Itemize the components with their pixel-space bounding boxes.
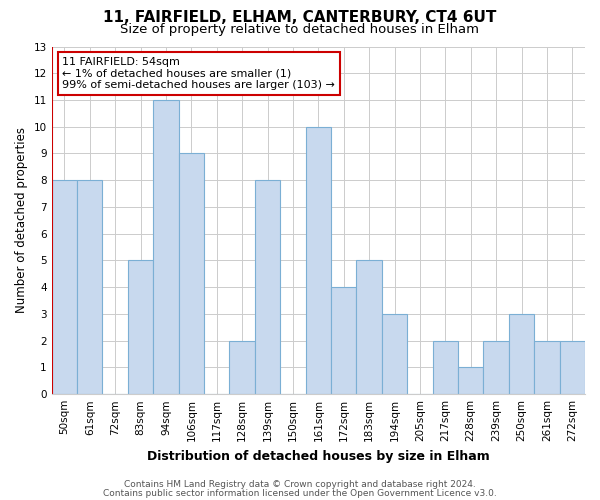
Bar <box>433 340 458 394</box>
Text: Size of property relative to detached houses in Elham: Size of property relative to detached ho… <box>121 22 479 36</box>
Bar <box>458 368 484 394</box>
Bar <box>77 180 103 394</box>
Bar <box>305 126 331 394</box>
Bar <box>560 340 585 394</box>
Bar <box>128 260 153 394</box>
Bar <box>255 180 280 394</box>
Bar <box>534 340 560 394</box>
Bar <box>52 180 77 394</box>
Bar <box>509 314 534 394</box>
Text: 11 FAIRFIELD: 54sqm
← 1% of detached houses are smaller (1)
99% of semi-detached: 11 FAIRFIELD: 54sqm ← 1% of detached hou… <box>62 57 335 90</box>
Text: Contains HM Land Registry data © Crown copyright and database right 2024.: Contains HM Land Registry data © Crown c… <box>124 480 476 489</box>
Bar <box>484 340 509 394</box>
Text: Contains public sector information licensed under the Open Government Licence v3: Contains public sector information licen… <box>103 488 497 498</box>
Y-axis label: Number of detached properties: Number of detached properties <box>15 128 28 314</box>
Bar <box>153 100 179 394</box>
Bar <box>382 314 407 394</box>
Bar <box>229 340 255 394</box>
Bar <box>331 287 356 394</box>
Text: 11, FAIRFIELD, ELHAM, CANTERBURY, CT4 6UT: 11, FAIRFIELD, ELHAM, CANTERBURY, CT4 6U… <box>103 10 497 25</box>
Bar <box>179 154 204 394</box>
Bar <box>356 260 382 394</box>
X-axis label: Distribution of detached houses by size in Elham: Distribution of detached houses by size … <box>147 450 490 462</box>
